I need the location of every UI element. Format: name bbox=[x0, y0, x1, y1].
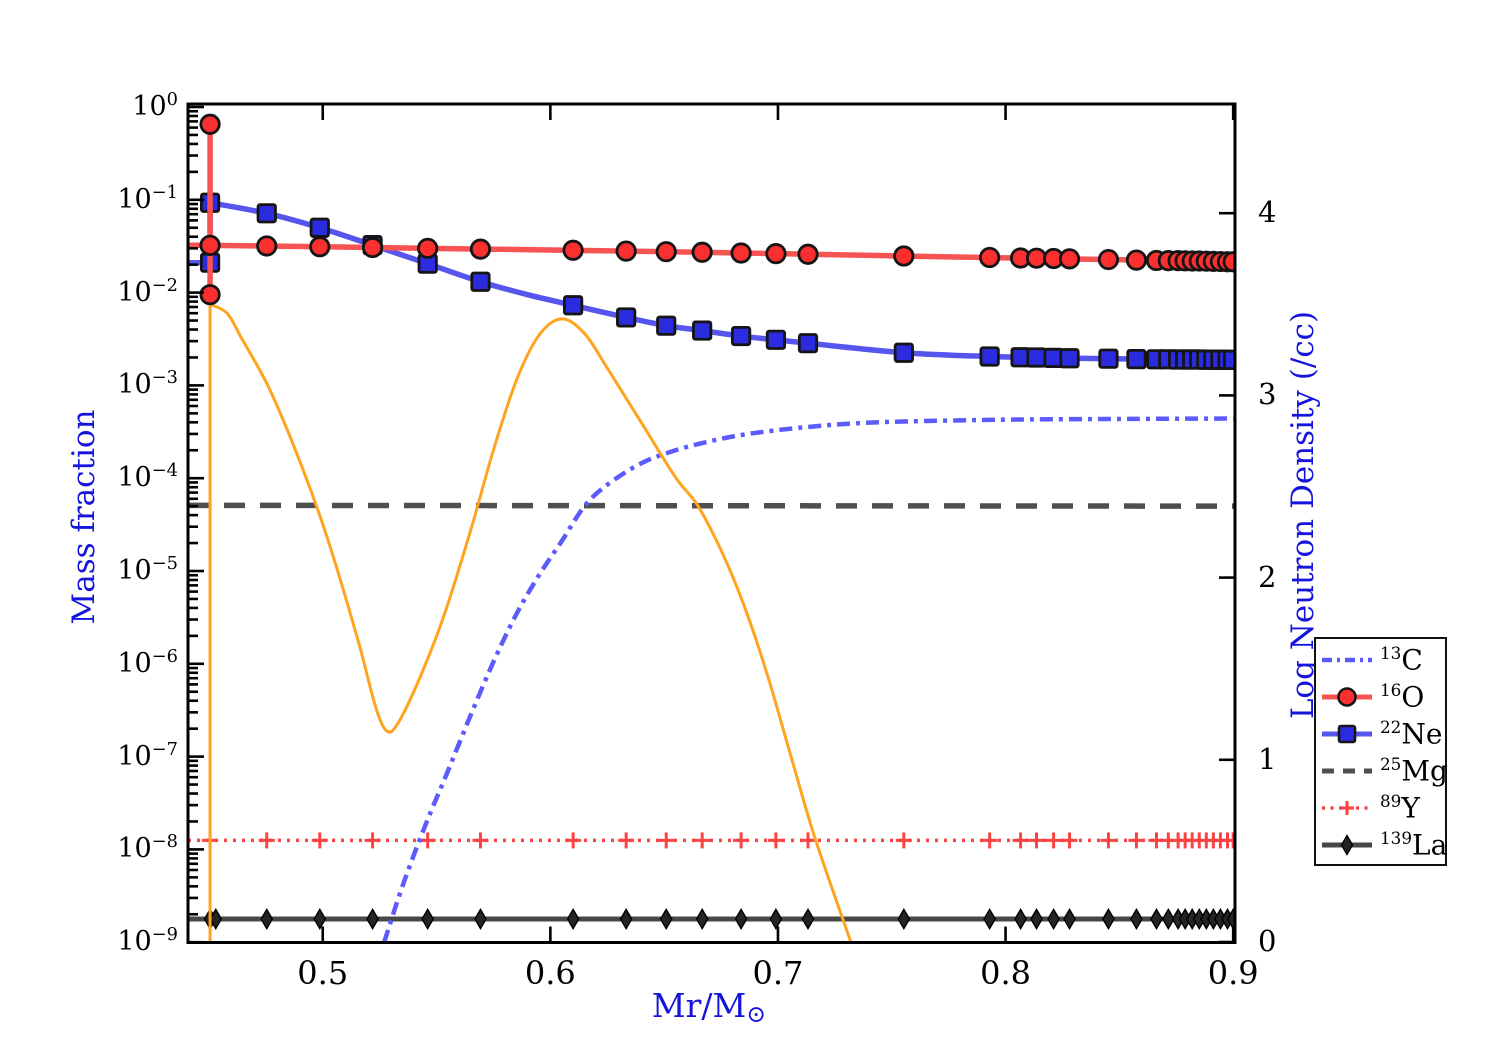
series-c13 bbox=[382, 416, 1235, 943]
legend-sample-line-icon bbox=[1322, 724, 1372, 743]
legend-item-16O: 16O bbox=[1316, 678, 1445, 715]
legend-label: 25Mg bbox=[1380, 753, 1448, 788]
x-tick-label: 0.8 bbox=[980, 954, 1031, 992]
legend-item-22Ne: 22Ne bbox=[1316, 715, 1445, 752]
legend-sample-line-icon bbox=[1322, 800, 1372, 815]
y-left-tick-label: 10−7 bbox=[117, 738, 178, 772]
x-tick-label: 0.7 bbox=[752, 954, 804, 992]
series-la139 bbox=[188, 907, 1235, 930]
y-right-tick-label: 1 bbox=[1258, 741, 1277, 776]
legend-label: 13C bbox=[1380, 642, 1423, 677]
y-left-tick-label: 10−9 bbox=[117, 924, 178, 958]
legend-item-89Y: 89Y bbox=[1316, 789, 1445, 826]
legend-sample-line-icon bbox=[1322, 833, 1372, 856]
legend: 13C 16O 22Ne 25Mg 89Y 139La bbox=[1314, 637, 1448, 866]
x-tick-label: 0.5 bbox=[297, 954, 349, 992]
x-tick-label: 0.9 bbox=[1207, 954, 1259, 992]
y-left-tick-label: 10−4 bbox=[117, 460, 178, 494]
x-axis-title-text: Mr/M bbox=[651, 986, 747, 1025]
legend-sample-line-icon bbox=[1322, 686, 1372, 707]
legend-item-13C: 13C bbox=[1316, 641, 1445, 678]
legend-item-25Mg: 25Mg bbox=[1316, 752, 1448, 789]
sun-symbol: ⊙ bbox=[746, 1000, 767, 1029]
y-left-tick-label: 10−5 bbox=[117, 553, 178, 586]
legend-label: 89Y bbox=[1380, 790, 1420, 825]
y-left-tick-label: 10−3 bbox=[117, 367, 178, 401]
y-right-tick-label: 2 bbox=[1258, 559, 1277, 594]
legend-sample-line-icon bbox=[1322, 768, 1372, 773]
y-left-tick-label: 10−6 bbox=[117, 645, 178, 679]
series-mg25 bbox=[188, 502, 1235, 509]
y-left-tick-label: 100 bbox=[132, 89, 178, 122]
series-y89 bbox=[188, 832, 1235, 849]
series-ne22 bbox=[188, 192, 1235, 371]
y-right-tick-label: 3 bbox=[1258, 377, 1277, 412]
legend-label: 16O bbox=[1380, 679, 1425, 714]
x-axis-title: Mr/M⊙ bbox=[559, 986, 859, 1028]
legend-sample-line-icon bbox=[1322, 657, 1372, 662]
y-left-tick-label: 10−8 bbox=[117, 831, 178, 865]
series-neutron bbox=[208, 302, 853, 943]
y-left-tick-label: 10−2 bbox=[117, 274, 178, 308]
y-left-tick-label: 10−1 bbox=[117, 181, 178, 215]
y-right-tick-label: 0 bbox=[1258, 924, 1277, 958]
x-tick-label: 0.6 bbox=[524, 954, 576, 992]
series-o16 bbox=[188, 113, 1235, 306]
legend-label: 139La bbox=[1380, 827, 1448, 862]
legend-label: 22Ne bbox=[1380, 716, 1443, 751]
legend-item-139La: 139La bbox=[1316, 826, 1448, 863]
y-right-tick-label: 4 bbox=[1258, 195, 1277, 230]
y-axis-left-title: Mass fraction bbox=[66, 409, 102, 625]
